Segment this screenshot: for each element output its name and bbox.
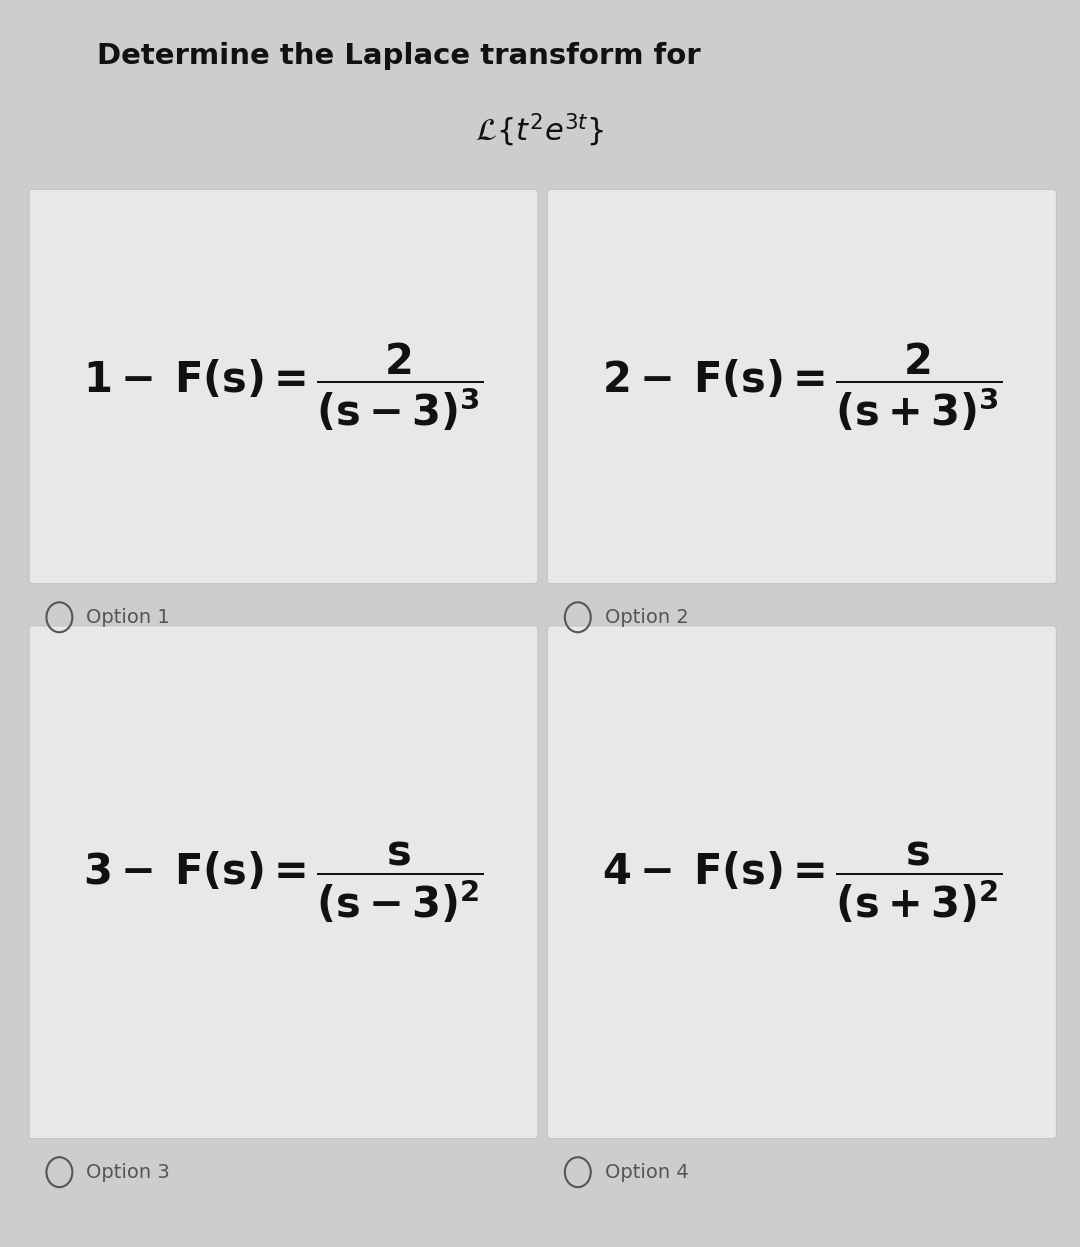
FancyBboxPatch shape: [29, 626, 538, 1139]
Text: Option 3: Option 3: [86, 1162, 171, 1182]
Text: Determine the Laplace transform for: Determine the Laplace transform for: [97, 42, 701, 70]
Text: $\mathbf{1-\; F(s) = \dfrac{2}{(s-3)^3}}$: $\mathbf{1-\; F(s) = \dfrac{2}{(s-3)^3}}…: [83, 340, 484, 433]
Text: $\mathcal{L}\{t^2e^{3t}\}$: $\mathcal{L}\{t^2e^{3t}\}$: [475, 112, 605, 150]
Text: $\mathbf{4-\; F(s) = \dfrac{s}{(s+3)^2}}$: $\mathbf{4-\; F(s) = \dfrac{s}{(s+3)^2}}…: [602, 839, 1002, 925]
Text: Option 1: Option 1: [86, 607, 171, 627]
Text: $\mathbf{3-\; F(s) = \dfrac{s}{(s-3)^2}}$: $\mathbf{3-\; F(s) = \dfrac{s}{(s-3)^2}}…: [83, 839, 484, 925]
FancyBboxPatch shape: [548, 626, 1056, 1139]
Text: $\mathbf{2-\; F(s) = \dfrac{2}{(s+3)^3}}$: $\mathbf{2-\; F(s) = \dfrac{2}{(s+3)^3}}…: [602, 340, 1002, 433]
FancyBboxPatch shape: [29, 190, 538, 584]
FancyBboxPatch shape: [548, 190, 1056, 584]
Text: Option 2: Option 2: [605, 607, 689, 627]
Text: Option 4: Option 4: [605, 1162, 689, 1182]
